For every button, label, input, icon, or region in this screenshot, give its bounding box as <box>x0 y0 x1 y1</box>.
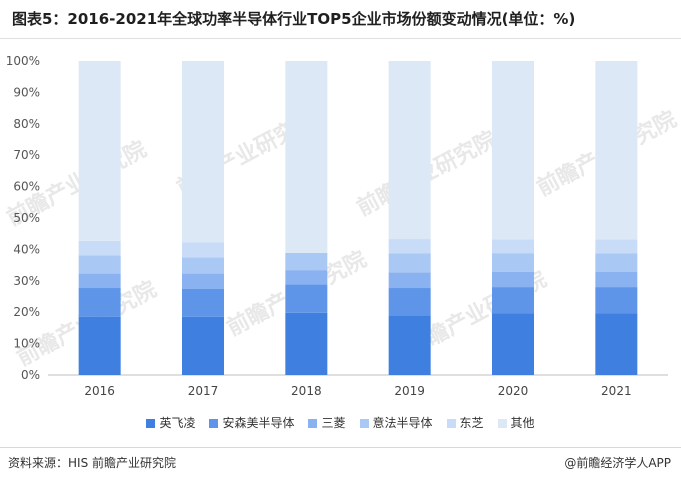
source-note: 资料来源：HIS 前瞻产业研究院 <box>8 456 176 470</box>
y-tick-label: 20% <box>13 305 40 319</box>
chart-title: 图表5：2016-2021年全球功率半导体行业TOP5企业市场份额变动情况(单位… <box>12 10 576 28</box>
x-tick-label: 2018 <box>291 384 322 398</box>
bar-segment-2017-4 <box>182 242 224 258</box>
bar-segment-2020-4 <box>492 239 534 254</box>
x-tick-label: 2017 <box>188 384 219 398</box>
bar-segment-2021-3 <box>595 253 638 273</box>
bar-segment-2020-2 <box>492 271 534 288</box>
bar-segment-2019-1 <box>388 288 431 316</box>
legend-swatch <box>359 419 369 428</box>
legend-label: 东芝 <box>459 416 484 430</box>
legend-swatch <box>146 419 156 428</box>
y-tick-label: 70% <box>13 148 40 162</box>
x-tick-label: 2016 <box>84 384 115 398</box>
y-tick-label: 30% <box>13 274 40 288</box>
bar-segment-2016-0 <box>78 316 121 375</box>
y-tick-label: 50% <box>13 211 40 225</box>
bar-segment-2018-3 <box>285 252 328 271</box>
bar-segment-2017-0 <box>182 316 224 375</box>
bar-segment-2016-5 <box>78 61 121 241</box>
bar-segment-2020-0 <box>492 313 534 375</box>
bar-segment-2016-4 <box>78 240 121 256</box>
bar-segment-2021-2 <box>595 272 638 288</box>
bar-segment-2019-2 <box>388 272 431 289</box>
footer-divider <box>0 447 681 448</box>
bar-segment-2019-5 <box>388 61 431 240</box>
bar-segment-2016-2 <box>78 273 121 289</box>
y-tick-label: 90% <box>13 85 40 99</box>
bar-segment-2021-5 <box>595 61 638 240</box>
bar-segment-2020-3 <box>492 253 534 272</box>
legend-swatch <box>209 419 219 428</box>
bar-segment-2018-0 <box>285 312 328 375</box>
y-tick-label: 100% <box>6 54 40 68</box>
legend-label: 意法半导体 <box>372 416 433 430</box>
bar-segment-2019-0 <box>388 315 431 375</box>
x-tick-label: 2019 <box>394 384 425 398</box>
bar-segment-2021-1 <box>595 287 638 314</box>
y-tick-label: 0% <box>21 368 40 382</box>
brand-credit: @前瞻经济学人APP <box>564 456 671 470</box>
bar-segment-2021-4 <box>595 239 638 254</box>
bar-segment-2016-3 <box>78 255 121 274</box>
bar-segment-2017-5 <box>182 61 224 243</box>
y-tick-label: 80% <box>13 117 40 131</box>
legend-item: 安森美半导体 <box>209 414 294 431</box>
bar-segment-2019-4 <box>388 239 431 254</box>
title-divider <box>0 38 681 39</box>
legend-swatch <box>446 419 456 428</box>
bar-segment-2017-1 <box>182 288 224 317</box>
bar-segment-2017-3 <box>182 257 224 274</box>
legend-item: 东芝 <box>446 414 484 431</box>
legend-label: 三菱 <box>321 416 346 430</box>
legend-swatch <box>497 419 507 428</box>
bar-segment-2018-2 <box>285 270 328 285</box>
y-tick-label: 40% <box>13 242 40 256</box>
x-tick-label: 2020 <box>498 384 529 398</box>
y-tick-label: 10% <box>13 337 40 351</box>
bar-segment-2018-5 <box>285 61 328 253</box>
bar-segment-2018-1 <box>285 284 328 313</box>
bar-segment-2020-5 <box>492 61 534 240</box>
x-tick-label: 2021 <box>601 384 632 398</box>
chart-legend: 英飞凌 安森美半导体 三菱 意法半导体 东芝 其他 <box>0 414 681 431</box>
bar-segment-2020-1 <box>492 287 534 314</box>
bar-segment-2021-0 <box>595 313 638 375</box>
legend-item: 英飞凌 <box>146 414 195 431</box>
bar-segment-2017-2 <box>182 273 224 289</box>
legend-label: 英飞凌 <box>159 416 196 430</box>
y-tick-label: 60% <box>13 180 40 194</box>
legend-label: 安森美半导体 <box>222 416 295 430</box>
legend-item: 三菱 <box>308 414 346 431</box>
bar-segment-2019-3 <box>388 253 431 273</box>
legend-item: 其他 <box>497 414 535 431</box>
legend-swatch <box>308 419 318 428</box>
legend-label: 其他 <box>510 416 535 430</box>
stacked-bar-chart: 前瞻产业研究院前瞻产业研究院前瞻产业研究院前瞻产业研究院前瞻产业研究院前瞻产业研… <box>3 54 681 398</box>
legend-item: 意法半导体 <box>359 414 433 431</box>
bar-segment-2016-1 <box>78 288 121 317</box>
